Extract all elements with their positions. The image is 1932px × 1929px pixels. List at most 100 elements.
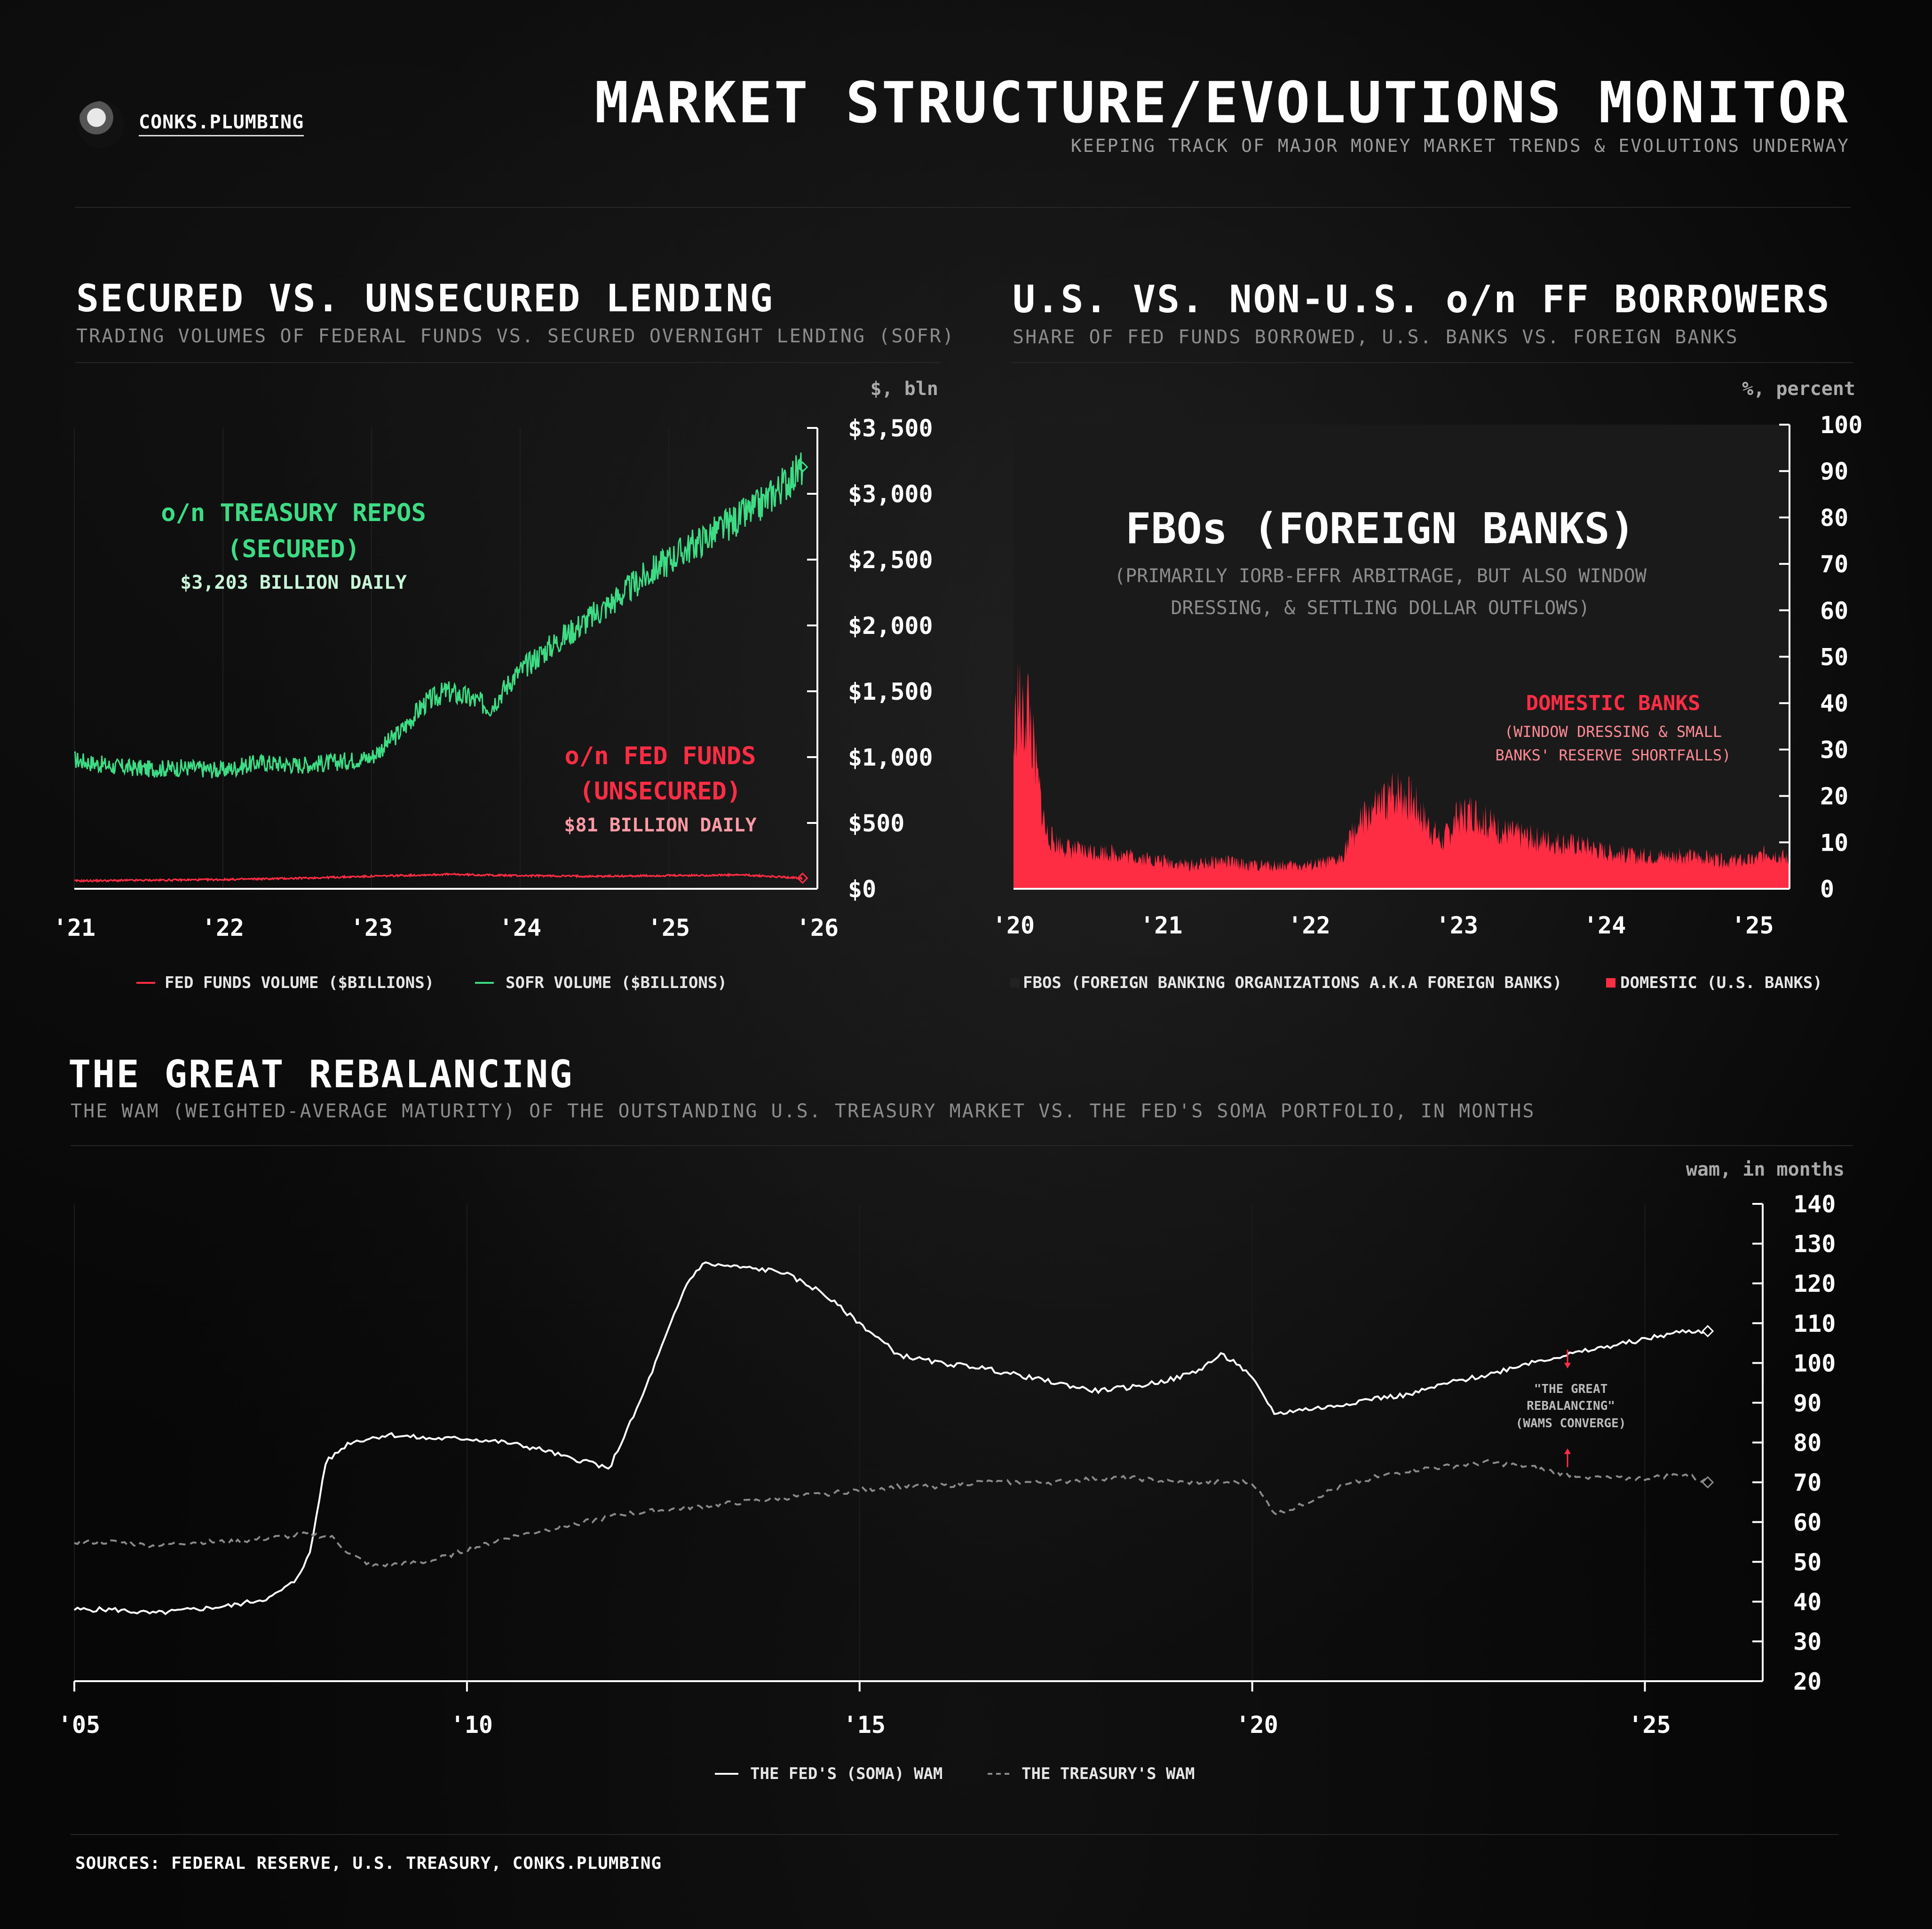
- sofr-annotation-subtitle: (SECURED): [227, 535, 360, 563]
- converge-annotation-line2: REBALANCING": [1527, 1399, 1615, 1413]
- domestic-annotation-line1: (WINDOW DRESSING & SMALL: [1504, 723, 1722, 741]
- y-tick-label: $500: [848, 810, 904, 837]
- page-title: MARKET STRUCTURE/EVOLUTIONS MONITOR: [594, 71, 1850, 136]
- y-tick-label: $2,000: [848, 612, 933, 640]
- y-tick-label: $2,500: [848, 546, 933, 574]
- series-endpoint-marker: [1701, 1325, 1714, 1337]
- chart-ff-borrowers: '20 '21 '22 '23 '24 '25 0 10 20 30 40 50 60 70 80 90 100: [992, 411, 1862, 939]
- panel2-title: U.S. VS. NON-U.S. o/n FF BORROWERS: [1013, 277, 1831, 321]
- fbo-annotation-title: FBOs (FOREIGN BANKS): [1125, 504, 1635, 553]
- y-tick-label: 110: [1793, 1310, 1836, 1337]
- panel1-unit-label: $, bln: [871, 378, 939, 400]
- y-tick-label: 40: [1820, 690, 1848, 717]
- x-tick-label: '24: [499, 914, 541, 941]
- y-tick-label: 140: [1793, 1191, 1836, 1218]
- y-tick-label: 120: [1793, 1270, 1836, 1297]
- panel3-unit-label: wam, in months: [1686, 1159, 1845, 1180]
- panel2-divider: [1011, 362, 1853, 363]
- series-endpoint-marker: [1701, 1476, 1714, 1489]
- ff-annotation-value: $81 BILLION DAILY: [564, 814, 756, 836]
- panel1-title: SECURED VS. UNSECURED LENDING: [76, 277, 774, 320]
- y-tick-label: 90: [1820, 458, 1848, 485]
- legend-fbo-label: FBOS (FOREIGN BANKING ORGANIZATIONS A.K.…: [1023, 973, 1562, 992]
- fbo-annotation-line2: DRESSING, & SETTLING DOLLAR OUTFLOWS): [1171, 597, 1590, 619]
- sofr-annotation-title: o/n TREASURY REPOS: [161, 499, 426, 527]
- series-endpoint-marker: [797, 872, 808, 884]
- panel3-divider: [71, 1145, 1853, 1146]
- y-tick-label: $3,500: [848, 415, 933, 442]
- legend-soma-label: THE FED'S (SOMA) WAM: [750, 1764, 942, 1783]
- y-tick-label: 100: [1820, 411, 1862, 439]
- y-tick-label: 50: [1793, 1549, 1821, 1576]
- y-tick-label: 60: [1820, 597, 1848, 625]
- x-tick-label: '22: [1288, 912, 1330, 939]
- y-tick-label: $1,500: [848, 678, 933, 705]
- y-tick-label: $1,000: [848, 744, 933, 771]
- x-tick-label: '25: [1628, 1711, 1671, 1739]
- legend-domestic-swatch: [1606, 978, 1615, 988]
- y-tick-label: 30: [1820, 736, 1848, 764]
- domestic-annotation-title: DOMESTIC BANKS: [1526, 691, 1701, 715]
- y-tick-label: 90: [1793, 1390, 1821, 1417]
- panel1-divider: [75, 362, 941, 363]
- series-line-sofr: [74, 452, 803, 779]
- y-tick-label: 60: [1793, 1509, 1821, 1536]
- legend-ff-label: FED FUNDS VOLUME ($BILLIONS): [165, 973, 434, 992]
- sofr-annotation-value: $3,203 BILLION DAILY: [180, 572, 407, 593]
- converge-arrowhead-down: [1564, 1363, 1571, 1368]
- x-tick-label: '22: [202, 914, 244, 941]
- panel2-subtitle: SHARE OF FED FUNDS BORROWED, U.S. BANKS …: [1013, 326, 1739, 348]
- x-tick-label: '23: [1436, 912, 1478, 939]
- x-tick-label: '25: [1731, 912, 1774, 939]
- y-tick-label: $0: [848, 876, 876, 903]
- x-tick-label: '25: [648, 914, 690, 941]
- series-line-soma: [73, 1261, 1709, 1615]
- converge-annotation-line1: "THE GREAT: [1534, 1382, 1608, 1396]
- y-tick-label: 100: [1793, 1350, 1836, 1377]
- y-tick-label: 30: [1793, 1628, 1821, 1655]
- panel1-subtitle: TRADING VOLUMES OF FEDERAL FUNDS VS. SEC…: [76, 325, 955, 347]
- y-tick-label: $3,000: [848, 481, 933, 508]
- y-tick-label: 10: [1820, 829, 1848, 856]
- page-subtitle: KEEPING TRACK OF MAJOR MONEY MARKET TREN…: [1070, 135, 1850, 156]
- series-line-fedfunds: [74, 872, 803, 883]
- panel2-unit-label: %, percent: [1742, 378, 1855, 400]
- domestic-area: [1014, 661, 1789, 889]
- ff-annotation-title: o/n FED FUNDS: [565, 742, 756, 770]
- x-tick-label: '20: [992, 912, 1035, 939]
- converge-arrowhead-up: [1564, 1448, 1571, 1454]
- ff-annotation-subtitle: (UNSECURED): [579, 777, 741, 806]
- x-tick-label: '05: [58, 1711, 100, 1739]
- x-tick-label: '23: [350, 914, 393, 941]
- y-tick-label: 70: [1820, 551, 1848, 578]
- header-divider: [75, 207, 1851, 208]
- converge-annotation-line3: (WAMS CONVERGE): [1516, 1416, 1626, 1431]
- series-line-treasury: [74, 1459, 1709, 1568]
- legend-fbo-swatch: [1010, 978, 1020, 988]
- y-tick-label: 0: [1820, 876, 1834, 903]
- y-tick-label: 130: [1793, 1231, 1836, 1258]
- brand-logo: [78, 101, 125, 148]
- x-tick-label: '26: [796, 914, 839, 941]
- y-tick-label: 40: [1793, 1589, 1821, 1616]
- footer-divider: [71, 1834, 1839, 1835]
- domestic-annotation-line2: BANKS' RESERVE SHORTFALLS): [1496, 746, 1731, 764]
- panel3-subtitle: THE WAM (WEIGHTED-AVERAGE MATURITY) OF T…: [71, 1100, 1536, 1122]
- x-tick-label: '24: [1584, 912, 1626, 939]
- sources-note: SOURCES: FEDERAL RESERVE, U.S. TREASURY,…: [75, 1854, 662, 1873]
- chart-secured-unsecured: '21 '22 '23 '24 '25 '26 $0 $500 $1,000 $1,500 $2,0…: [53, 415, 933, 941]
- chart-great-rebalancing: '05 '10 '15 '20 '25 20 30 40 50 60 70 80 90 100 110 120…: [58, 1191, 1836, 1739]
- x-tick-label: '10: [451, 1711, 493, 1739]
- legend-sofr-label: SOFR VOLUME ($BILLIONS): [506, 973, 727, 992]
- y-tick-label: 20: [1793, 1668, 1821, 1695]
- y-tick-label: 20: [1820, 783, 1848, 810]
- y-tick-label: 80: [1820, 504, 1848, 531]
- legend-domestic-label: DOMESTIC (U.S. BANKS): [1620, 973, 1822, 992]
- y-tick-label: 70: [1793, 1469, 1821, 1496]
- brand-link[interactable]: CONKS.PLUMBING: [139, 111, 304, 136]
- x-tick-label: '21: [1140, 912, 1182, 939]
- x-tick-label: '21: [53, 914, 95, 941]
- y-tick-label: 50: [1820, 644, 1848, 671]
